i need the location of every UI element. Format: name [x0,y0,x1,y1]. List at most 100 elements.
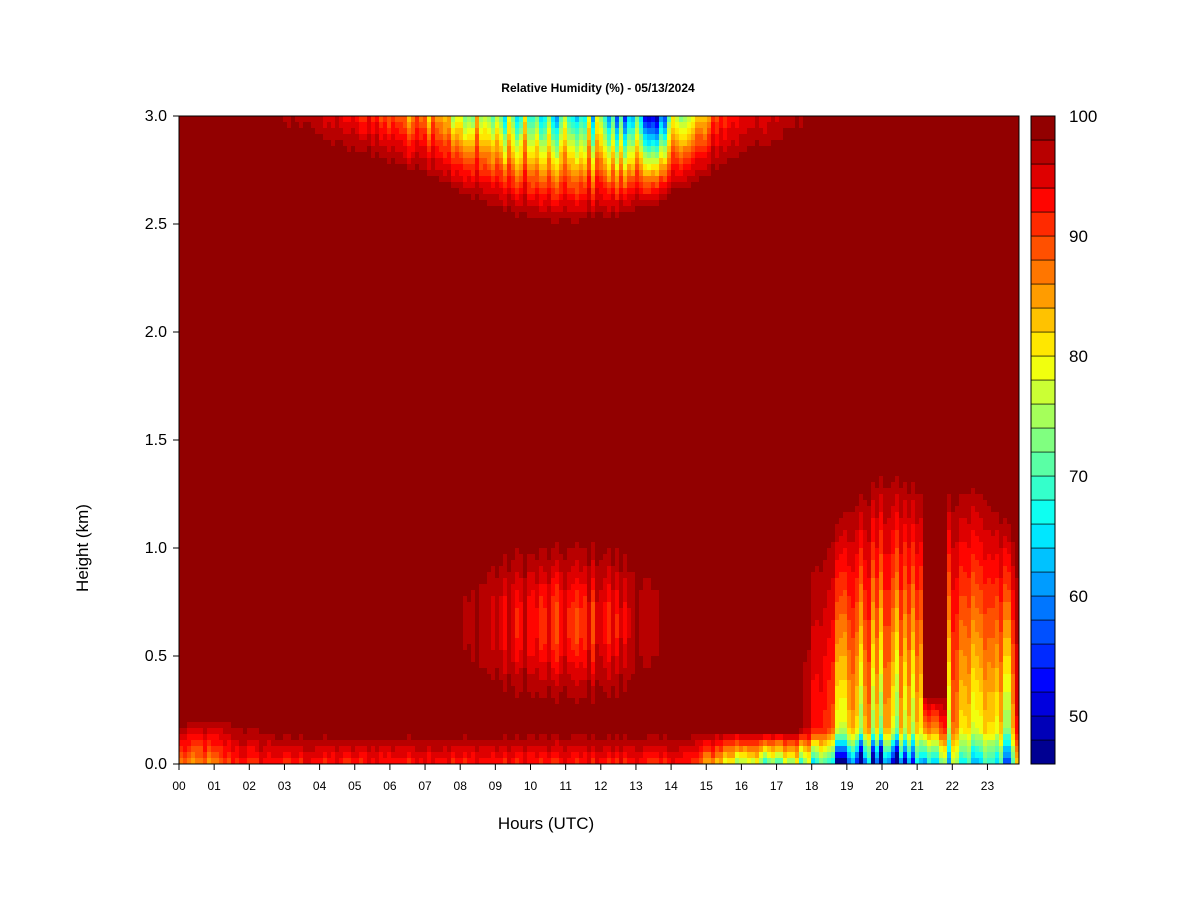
heatmap-cell [383,740,388,747]
heatmap-cell [839,722,844,729]
heatmap-cell [979,692,984,717]
heatmap-cell [471,122,476,129]
heatmap-cell [239,728,244,747]
heatmap-cell [199,728,204,735]
heatmap-cell [711,752,716,759]
heatmap-cell [999,722,1004,735]
heatmap-cell [835,746,840,753]
heatmap-cell [351,146,356,741]
heatmap-cell [555,704,560,735]
heatmap-cell [651,656,656,735]
heatmap-cell [503,146,508,153]
heatmap-cell [487,194,492,207]
heatmap-cell [267,752,272,765]
heatmap-cell [655,752,660,759]
heatmap-cell [619,608,624,639]
heatmap-cell [199,722,204,729]
heatmap-cell [903,662,908,687]
heatmap-cell [719,758,724,765]
heatmap-cell [451,740,456,747]
heatmap-cell [523,740,528,753]
heatmap-cell [791,116,796,129]
heatmap-cell [707,128,712,135]
heatmap-cell [511,758,516,765]
heatmap-cell [491,152,496,165]
heatmap-cell [179,116,184,729]
heatmap-cell [539,746,544,753]
heatmap-cell [747,146,752,735]
heatmap-cell [403,146,408,159]
heatmap-cell [535,668,540,693]
heatmap-cell [991,758,996,765]
heatmap-cell [947,734,952,741]
heatmap-cell [407,128,412,135]
heatmap-cell [979,116,984,495]
heatmap-cell [831,728,836,735]
heatmap-cell [539,194,544,207]
heatmap-cell [567,200,572,213]
heatmap-cell [535,206,540,219]
heatmap-cell [483,200,488,585]
heatmap-cell [555,674,560,687]
heatmap-cell [907,734,912,741]
heatmap-cell [983,530,988,561]
heatmap-cell [807,758,812,765]
heatmap-cell [811,752,816,759]
heatmap-cell [547,146,552,153]
heatmap-cell [787,116,792,129]
heatmap-cell [907,548,912,585]
heatmap-cell [347,758,352,765]
heatmap-cell [583,548,588,567]
heatmap-cell [675,152,680,159]
heatmap-cell [839,728,844,735]
heatmap-cell [983,560,988,585]
heatmap-cell [967,752,972,759]
heatmap-cell [1003,116,1008,519]
heatmap-cell [399,134,404,141]
heatmap-cell [627,212,632,573]
heatmap-cell [247,740,252,747]
y-axis: 0.00.51.01.52.02.53.0 [145,108,179,773]
heatmap-cell [623,134,628,141]
heatmap-cell [275,746,280,759]
heatmap-cell [511,158,516,165]
heatmap-cell [543,122,548,129]
heatmap-cell [891,734,896,741]
heatmap-cell [487,176,492,183]
heatmap-cell [515,116,520,123]
heatmap-cell [603,200,608,207]
heatmap-cell [927,716,932,723]
heatmap-cell [823,560,828,609]
heatmap-cell [607,152,612,159]
heatmap-cell [579,608,584,639]
heatmap-cell [943,758,948,765]
heatmap-cell [571,170,576,177]
heatmap-cell [975,608,980,633]
heatmap-cell [463,194,468,597]
heatmap-cell [651,152,656,159]
heatmap-cell [855,758,860,765]
heatmap-cell [255,758,260,765]
heatmap-cell [827,746,832,753]
heatmap-cell [415,128,420,141]
heatmap-cell [839,680,844,699]
heatmap-cell [631,740,636,747]
heatmap-cell [935,752,940,759]
heatmap-cell [1003,602,1008,621]
heatmap-cell [523,122,528,135]
heatmap-cell [195,740,200,747]
heatmap-cell [279,746,284,759]
heatmap-cell [515,638,520,663]
heatmap-cell [955,752,960,759]
heatmap-cell [651,590,656,657]
heatmap-cell [311,758,316,765]
heatmap-cell [583,128,588,135]
heatmap-cell [607,116,612,123]
heatmap-cell [835,560,840,579]
heatmap-cell [983,680,988,711]
heatmap-cell [499,206,504,567]
heatmap-cell [471,116,476,123]
heatmap-cell [527,122,532,129]
heatmap-cell [987,752,992,759]
heatmap-cell [415,740,420,753]
